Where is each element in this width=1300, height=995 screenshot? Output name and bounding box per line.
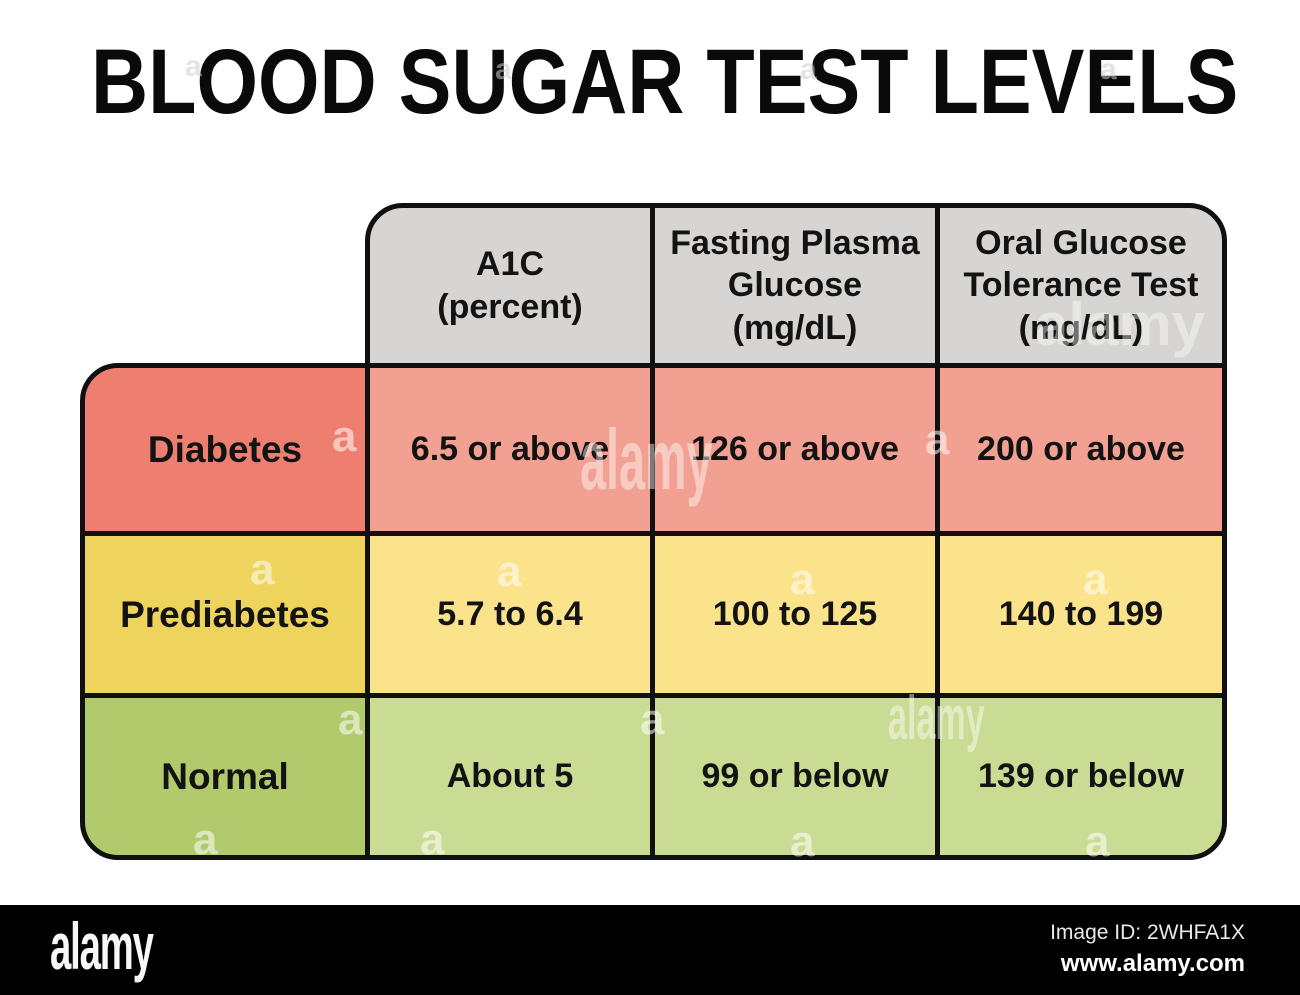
footer-bar: alamy Image ID: 2WHFA1X www.alamy.com [0, 905, 1300, 995]
column-header-fasting-plasma-glucose: Fasting Plasma Glucose (mg/dL) [650, 203, 940, 368]
alamy-logo: alamy [50, 909, 154, 983]
row-label-prediabetes: Prediabetes [80, 531, 370, 698]
image-id-text: Image ID: 2WHFA1X [1050, 921, 1245, 944]
cell-normal-ogtt: 139 or below [935, 693, 1227, 860]
cell-diabetes-fasting: 126 or above [650, 363, 940, 536]
row-label-diabetes: Diabetes [80, 363, 370, 536]
column-header-a1c: A1C (percent) [365, 203, 655, 368]
cell-prediabetes-fasting: 100 to 125 [650, 531, 940, 698]
cell-diabetes-a1c: 6.5 or above [365, 363, 655, 536]
cell-prediabetes-ogtt: 140 to 199 [935, 531, 1227, 698]
cell-prediabetes-a1c: 5.7 to 6.4 [365, 531, 655, 698]
website-url-text: www.alamy.com [1060, 950, 1245, 978]
row-label-normal: Normal [80, 693, 370, 860]
footer-info: Image ID: 2WHFA1X www.alamy.com [1050, 920, 1245, 979]
cell-normal-fasting: 99 or below [650, 693, 940, 860]
column-header-oral-glucose-tolerance-test: Oral Glucose Tolerance Test (mg/dL) [935, 203, 1227, 368]
cell-diabetes-ogtt: 200 or above [935, 363, 1227, 536]
cell-normal-a1c: About 5 [365, 693, 655, 860]
page-title: BLOOD SUGAR TEST LEVELS [91, 31, 1239, 133]
